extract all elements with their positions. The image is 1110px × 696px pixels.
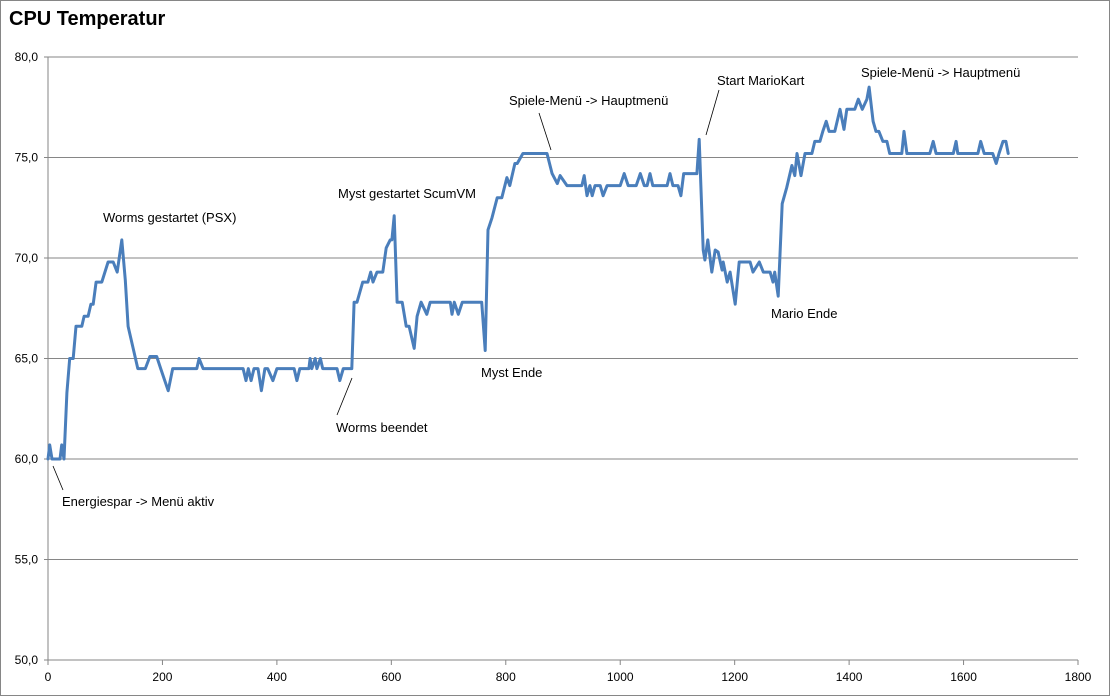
annotation-label: Spiele-Menü -> Hauptmenü [861,65,1020,80]
y-tick-label: 65,0 [15,352,39,366]
annotation-leader-line [52,465,64,491]
y-tick-label: 75,0 [15,151,39,165]
y-tick-label: 80,0 [15,50,39,64]
x-tick-label: 400 [267,670,287,684]
x-tick-label: 1000 [607,670,634,684]
annotation-label: Myst gestartet ScumVM [338,186,476,201]
x-tick-label: 800 [496,670,516,684]
annotation-label: Worms beendet [336,420,428,435]
x-tick-label: 600 [381,670,401,684]
series-line [46,85,1010,461]
annotation-label: Myst Ende [481,365,542,380]
annotation-label: Energiespar -> Menü aktiv [62,494,215,509]
annotation-label: Mario Ende [771,306,837,321]
y-tick-label: 60,0 [15,452,39,466]
y-tick-label: 70,0 [15,251,39,265]
annotation-leader-line [538,112,552,151]
annotation-label: Worms gestartet (PSX) [103,210,236,225]
annotation-leader-line [705,89,720,136]
y-tick-label: 50,0 [15,653,39,667]
y-tick-label: 55,0 [15,553,39,567]
x-tick-label: 1600 [950,670,977,684]
chart-title: CPU Temperatur [9,8,166,30]
x-tick-label: 1200 [721,670,748,684]
annotation-label: Spiele-Menü -> Hauptmenü [509,93,668,108]
annotation-leader-line [336,377,353,416]
x-tick-label: 1400 [836,670,863,684]
x-tick-label: 200 [152,670,172,684]
x-tick-label: 1800 [1065,670,1092,684]
x-tick-label: 0 [45,670,52,684]
annotation-label: Start MarioKart [717,73,805,88]
